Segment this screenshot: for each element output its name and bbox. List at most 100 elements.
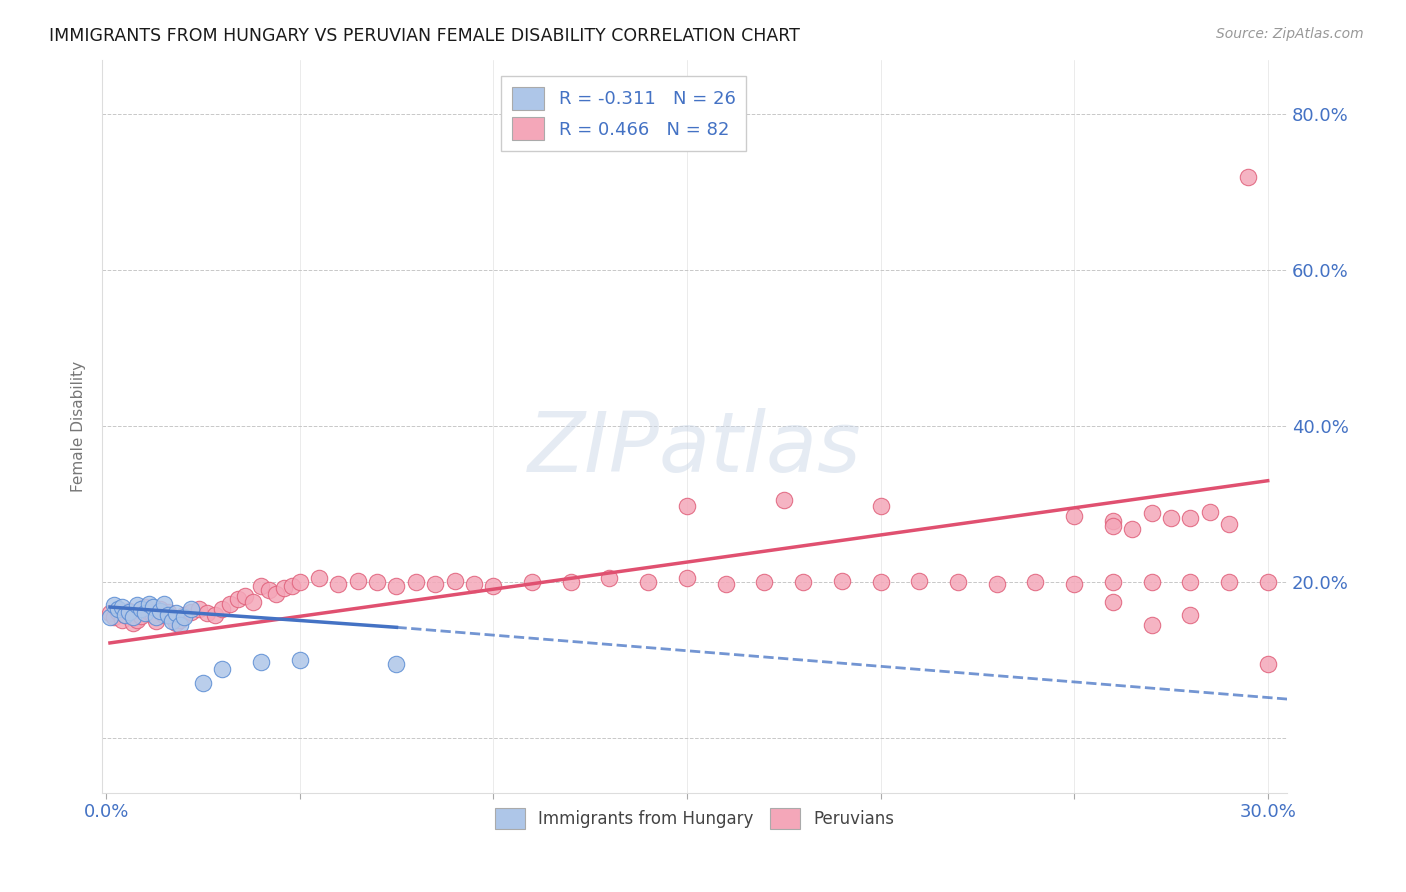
Point	[153, 607, 176, 622]
Point	[160, 614, 183, 628]
Point	[169, 613, 191, 627]
Point	[366, 575, 388, 590]
Point	[385, 579, 408, 593]
Point	[169, 618, 191, 632]
Point	[242, 594, 264, 608]
Point	[114, 607, 136, 622]
Point	[118, 604, 141, 618]
Point	[385, 657, 408, 671]
Point	[107, 605, 129, 619]
Point	[160, 610, 183, 624]
Point	[149, 602, 172, 616]
Point	[1160, 511, 1182, 525]
Point	[165, 607, 187, 621]
Point	[1140, 618, 1163, 632]
Point	[1218, 516, 1240, 531]
Point	[1180, 607, 1202, 622]
Point	[145, 610, 167, 624]
Point	[122, 615, 145, 630]
Point	[153, 597, 176, 611]
Point	[188, 602, 211, 616]
Text: IMMIGRANTS FROM HUNGARY VS PERUVIAN FEMALE DISABILITY CORRELATION CHART: IMMIGRANTS FROM HUNGARY VS PERUVIAN FEMA…	[49, 27, 800, 45]
Point	[560, 575, 582, 590]
Point	[257, 582, 280, 597]
Point	[714, 576, 737, 591]
Point	[346, 574, 368, 588]
Point	[195, 607, 218, 621]
Point	[676, 499, 699, 513]
Point	[328, 576, 350, 591]
Point	[157, 605, 180, 619]
Point	[1180, 511, 1202, 525]
Point	[598, 571, 620, 585]
Point	[831, 574, 853, 588]
Point	[1024, 575, 1046, 590]
Point	[1140, 507, 1163, 521]
Point	[1101, 575, 1123, 590]
Point	[288, 575, 311, 590]
Point	[134, 607, 156, 621]
Point	[138, 605, 160, 619]
Point	[204, 607, 226, 622]
Point	[1237, 169, 1260, 184]
Point	[226, 592, 249, 607]
Point	[986, 576, 1008, 591]
Point	[107, 602, 129, 616]
Point	[281, 579, 304, 593]
Point	[125, 613, 148, 627]
Point	[134, 600, 156, 615]
Point	[908, 574, 931, 588]
Point	[1140, 575, 1163, 590]
Point	[138, 597, 160, 611]
Point	[98, 607, 121, 621]
Point	[273, 582, 295, 596]
Point	[288, 653, 311, 667]
Point	[165, 615, 187, 630]
Point	[1063, 576, 1085, 591]
Point	[443, 574, 465, 588]
Point	[250, 655, 273, 669]
Point	[1257, 657, 1279, 671]
Point	[129, 608, 152, 623]
Point	[191, 676, 214, 690]
Point	[235, 589, 257, 603]
Point	[122, 610, 145, 624]
Point	[125, 599, 148, 613]
Y-axis label: Female Disability: Female Disability	[72, 360, 86, 491]
Point	[118, 605, 141, 619]
Point	[211, 662, 233, 676]
Point	[219, 597, 242, 611]
Point	[463, 576, 485, 591]
Point	[792, 575, 814, 590]
Point	[869, 575, 891, 590]
Point	[173, 610, 195, 624]
Point	[1063, 508, 1085, 523]
Point	[520, 575, 543, 590]
Point	[149, 604, 172, 618]
Point	[110, 613, 132, 627]
Point	[946, 575, 969, 590]
Text: ZIPatlas: ZIPatlas	[527, 408, 862, 489]
Point	[772, 493, 794, 508]
Point	[180, 602, 202, 616]
Point	[103, 610, 125, 624]
Point	[676, 571, 699, 585]
Point	[141, 600, 163, 615]
Point	[1101, 519, 1123, 533]
Point	[266, 587, 288, 601]
Point	[754, 575, 776, 590]
Point	[1218, 575, 1240, 590]
Point	[145, 614, 167, 628]
Point	[211, 602, 233, 616]
Point	[637, 575, 659, 590]
Point	[1101, 594, 1123, 608]
Point	[129, 602, 152, 616]
Point	[1180, 575, 1202, 590]
Point	[110, 600, 132, 615]
Point	[1198, 505, 1220, 519]
Point	[173, 607, 195, 622]
Point	[1101, 514, 1123, 528]
Point	[1121, 522, 1143, 536]
Point	[869, 499, 891, 513]
Point	[1257, 575, 1279, 590]
